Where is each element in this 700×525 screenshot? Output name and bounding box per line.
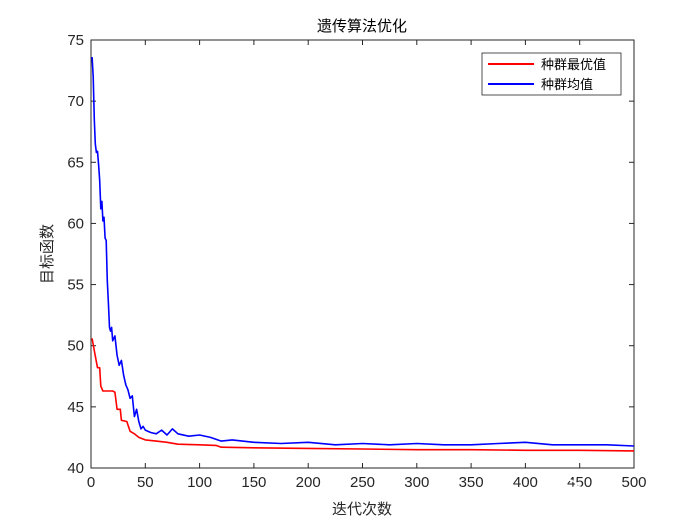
y-tick-label: 70 (67, 93, 84, 110)
series-line-best (91, 338, 635, 452)
axis-ticks: 0 50 100 150 200 250 300 350 400 450 5004045505560… (67, 32, 646, 491)
x-tick-label: 300 (404, 474, 429, 491)
series-line-mean (91, 57, 635, 447)
watermark-line1: 天天Matlab (584, 485, 670, 504)
x-tick-label: 50 (137, 474, 154, 491)
series-group (91, 57, 635, 452)
watermark-line2: @稀土掘金技术社区 (560, 507, 677, 523)
y-tick-label: 50 (67, 338, 84, 355)
y-tick-label: 55 (67, 277, 84, 294)
legend-box (481, 52, 622, 96)
y-axis-label: 目标函数 (38, 224, 56, 284)
legend: 种群最优值 种群均值 (481, 52, 622, 96)
x-tick-label: 100 (187, 474, 212, 491)
y-tick-label: 45 (67, 399, 84, 416)
legend-label-best: 种群最优值 (541, 57, 606, 73)
x-tick-label: 200 (296, 474, 321, 491)
y-tick-label: 65 (67, 154, 84, 171)
y-tick-label: 40 (67, 460, 84, 477)
watermark: 天天Matlab @稀土掘金技术社区 (558, 479, 677, 523)
x-tick-label: 400 (513, 474, 538, 491)
x-tick-label: 0 (87, 474, 95, 491)
legend-label-mean: 种群均值 (541, 77, 593, 93)
chart-title: 遗传算法优化 (317, 17, 407, 35)
x-axis-label: 迭代次数 (332, 500, 392, 518)
wechat-icon (558, 479, 585, 499)
y-tick-label: 60 (67, 215, 84, 232)
y-tick-label: 75 (67, 32, 84, 49)
x-tick-label: 150 (241, 474, 266, 491)
plot-area (90, 39, 635, 469)
x-tick-label: 500 (621, 474, 646, 491)
x-tick-label: 250 (350, 474, 375, 491)
x-tick-label: 350 (459, 474, 484, 491)
